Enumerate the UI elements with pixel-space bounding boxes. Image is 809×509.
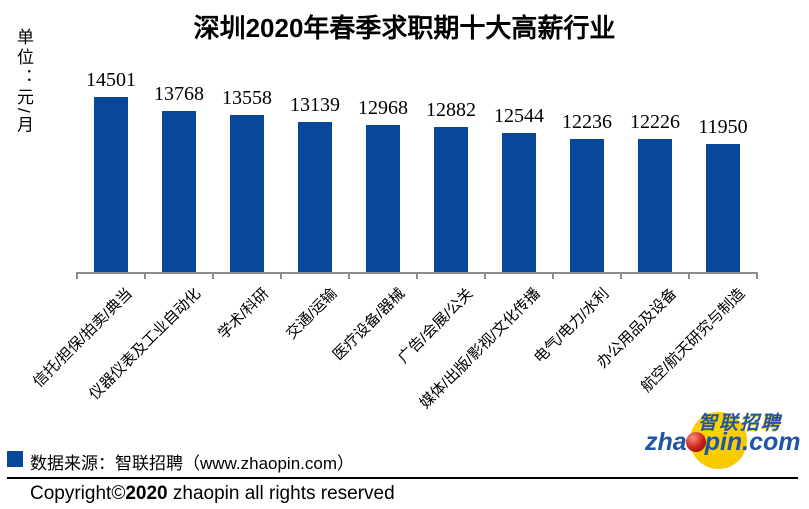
- bar-value-label: 14501: [86, 69, 136, 91]
- axis-tick: [144, 274, 146, 279]
- logo-brand-right: pin.com: [704, 428, 801, 456]
- bar: [162, 111, 196, 272]
- copyright-prefix: Copyright©: [30, 483, 126, 504]
- copyright-suffix: zhaopin all rights reserved: [167, 483, 395, 504]
- logo-brand-text: zha pin.com: [645, 428, 801, 457]
- bar-value-label: 12236: [562, 111, 612, 133]
- x-axis-line: [76, 272, 758, 274]
- zhaopin-logo: 智联招聘 zha pin.com: [640, 404, 805, 474]
- chart-title: 深圳2020年春季求职期十大高薪行业: [193, 13, 616, 43]
- axis-tick: [76, 274, 78, 279]
- bar: [230, 115, 264, 272]
- axis-tick: [212, 274, 214, 279]
- axis-tick: [280, 274, 282, 279]
- bar-value-label: 12882: [426, 99, 476, 121]
- axis-tick: [416, 274, 418, 279]
- axis-tick: [552, 274, 554, 279]
- bar-value-label: 13768: [154, 83, 204, 105]
- divider-line: [7, 477, 798, 479]
- x-axis-category-label: 媒体/出版/影视/文化传播: [417, 285, 545, 413]
- bar: [434, 127, 468, 272]
- bar-value-label: 12544: [494, 105, 544, 127]
- axis-tick: [756, 274, 758, 279]
- bar: [638, 139, 672, 272]
- bar: [502, 133, 536, 272]
- axis-tick: [620, 274, 622, 279]
- bar-value-label: 13558: [222, 87, 272, 109]
- logo-chinese-brand-text: 智联招聘: [698, 413, 783, 434]
- x-axis-category-label: 交通/运输: [282, 285, 341, 343]
- y-axis-unit-label: 单位：元/月: [14, 28, 33, 136]
- bar-value-label: 12226: [630, 111, 680, 133]
- axis-tick: [348, 274, 350, 279]
- bar: [570, 139, 604, 272]
- bar: [94, 97, 128, 272]
- bar: [366, 125, 400, 272]
- bar: [706, 144, 740, 272]
- bar-value-label: 12968: [358, 97, 408, 119]
- legend-label: 数据来源：智联招聘（www.zhaopin.com）: [30, 454, 355, 473]
- logo-red-ball-icon: [685, 432, 706, 452]
- copyright-year: 2020: [125, 483, 168, 504]
- legend-marker: [7, 451, 23, 467]
- axis-tick: [688, 274, 690, 279]
- logo-brand-left: zha: [645, 428, 687, 456]
- bar-value-label: 11950: [698, 116, 748, 138]
- x-axis-category-label: 学术/科研: [214, 285, 273, 343]
- bar-value-label: 13139: [290, 94, 340, 116]
- axis-tick: [484, 274, 486, 279]
- copyright-text: Copyright©2020 zhaopin all rights reserv…: [30, 483, 395, 505]
- bar: [298, 122, 332, 272]
